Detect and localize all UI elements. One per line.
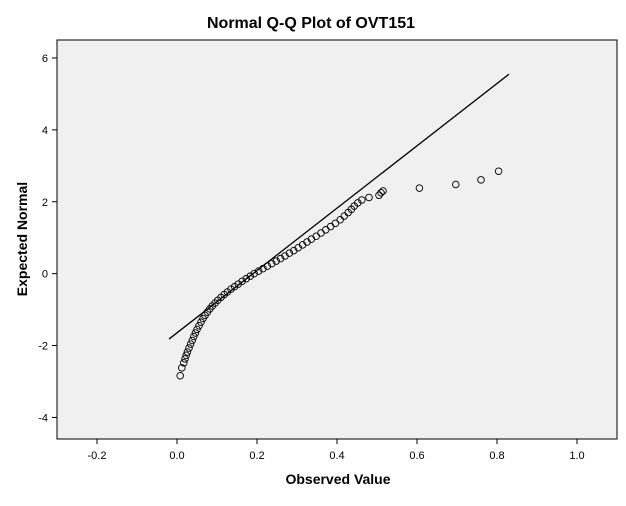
data-point xyxy=(238,277,246,285)
data-point xyxy=(183,348,192,356)
data-point xyxy=(182,351,190,359)
x-tick-label: 0.4 xyxy=(329,450,344,462)
data-point xyxy=(254,267,263,275)
data-point xyxy=(186,340,195,348)
data-point xyxy=(272,257,280,265)
data-point xyxy=(185,344,193,352)
data-point xyxy=(358,196,366,204)
data-point xyxy=(285,249,294,257)
data-point xyxy=(250,269,258,278)
data-point xyxy=(377,189,385,197)
y-tick-label: 2 xyxy=(42,197,48,209)
x-tick-label: -0.2 xyxy=(88,450,107,462)
data-point xyxy=(195,322,203,330)
data-point xyxy=(190,332,198,341)
data-point xyxy=(197,318,205,326)
data-point xyxy=(276,254,285,263)
x-tick-label: 0.8 xyxy=(489,450,504,462)
data-point xyxy=(259,264,267,273)
x-axis-ticks: -0.2 0.0 0.2 0.4 0.6 0.8 1.0 xyxy=(88,439,585,462)
data-point xyxy=(365,193,373,202)
data-point xyxy=(246,272,254,280)
chart-title: Normal Q-Q Plot of OVT151 xyxy=(207,15,415,32)
y-tick-label: 0 xyxy=(42,269,48,281)
x-tick-label: 1.0 xyxy=(569,450,584,462)
data-point xyxy=(242,274,250,283)
data-point xyxy=(375,191,383,200)
data-point xyxy=(263,262,272,270)
y-tick-label: 4 xyxy=(42,125,48,137)
x-tick-label: 0.2 xyxy=(249,450,264,462)
x-tick-label: 0.6 xyxy=(409,450,424,462)
data-points xyxy=(176,167,503,380)
data-point xyxy=(268,259,276,268)
data-point xyxy=(193,325,201,334)
y-axis-ticks: -4 -2 0 2 4 6 xyxy=(38,53,57,424)
data-point xyxy=(180,359,188,367)
data-point xyxy=(331,219,340,228)
data-point xyxy=(415,184,424,192)
data-point xyxy=(181,355,189,363)
x-tick-label: 0.0 xyxy=(169,450,184,462)
data-point xyxy=(176,371,184,380)
data-point xyxy=(494,167,503,175)
data-point xyxy=(178,364,186,372)
y-tick-label: -2 xyxy=(38,341,48,353)
y-tick-label: 6 xyxy=(42,53,48,65)
data-point xyxy=(379,187,387,195)
plot-area xyxy=(56,39,618,440)
y-tick-label: -4 xyxy=(38,412,48,424)
data-point xyxy=(191,329,200,337)
data-point xyxy=(188,336,196,345)
data-point xyxy=(452,180,460,189)
data-point xyxy=(477,176,485,184)
y-axis-label: Expected Normal xyxy=(14,182,30,296)
x-axis-label: Observed Value xyxy=(285,471,390,487)
